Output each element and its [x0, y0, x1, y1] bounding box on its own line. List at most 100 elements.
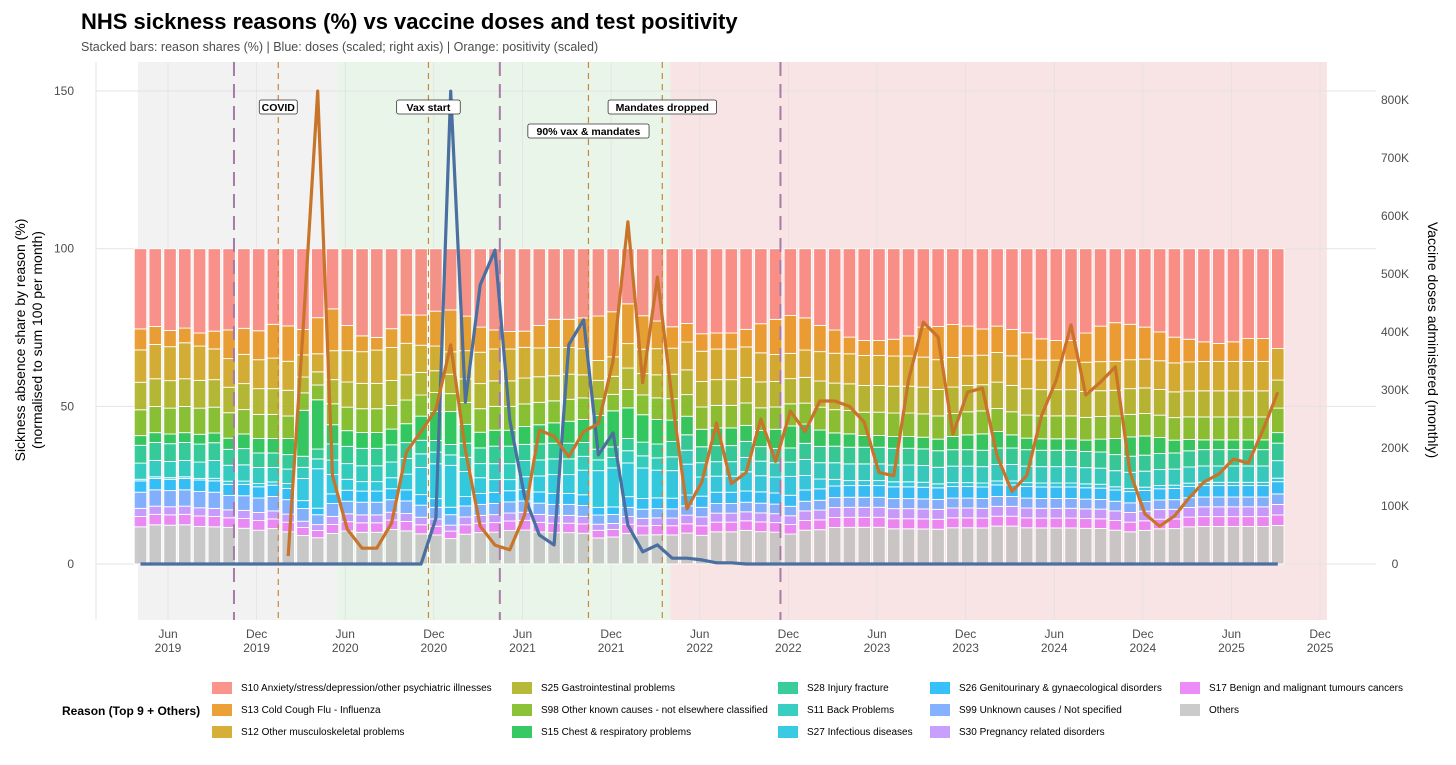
bar-segment-s98	[237, 409, 251, 435]
bar-segment-s28	[621, 438, 635, 452]
bar-segment-s10	[547, 248, 561, 320]
bar-segment-s10	[813, 248, 827, 326]
bar-segment-s15	[1034, 438, 1049, 451]
bar-segment-s15	[1197, 439, 1211, 451]
bar-segment-s99	[1271, 493, 1285, 505]
bar-segment-s10	[857, 248, 871, 341]
bar-segment-s13	[591, 315, 606, 361]
bar-segment-s15	[1271, 432, 1285, 444]
bar-segment-s28	[1138, 454, 1152, 472]
bar-segment-s99	[562, 503, 576, 516]
y-axis-title: (normalised to sum 100 per month)	[29, 231, 45, 449]
bar-segment-s12	[1271, 348, 1285, 381]
bar-segment-s98	[251, 413, 266, 439]
bar-segment-others	[990, 525, 1004, 565]
bar-segment-s99	[709, 503, 724, 514]
bar-segment-s12	[1123, 359, 1137, 390]
legend-swatch	[930, 726, 950, 738]
bar-segment-others	[1020, 527, 1034, 565]
event-label: 90% vax & mandates	[527, 123, 650, 139]
bar-segment-s99	[414, 504, 428, 518]
bar-segment-s28	[547, 442, 561, 460]
bar-segment-s28	[1034, 449, 1049, 468]
bar-segment-others	[916, 528, 931, 565]
bar-segment-s99	[1152, 499, 1167, 511]
bar-segment-others	[591, 537, 606, 565]
bar-segment-s11	[251, 467, 266, 485]
bar-segment-s15	[1167, 439, 1182, 454]
bar-segment-s10	[311, 248, 325, 319]
bar-segment-others	[1256, 525, 1270, 565]
y2-tick-label: 100K	[1381, 499, 1409, 513]
bar-segment-s13	[695, 333, 709, 352]
bar-segment-s13	[355, 335, 369, 353]
bar-segment-others	[1226, 525, 1241, 565]
bar-segment-s13	[1020, 332, 1034, 360]
series-lines	[140, 89, 1280, 566]
bar-segment-s25	[178, 378, 192, 407]
bar-segment-s25	[473, 383, 487, 410]
bar-segment-s17	[163, 514, 177, 526]
bar-segment-s12	[709, 348, 724, 381]
bar-segment-s10	[251, 248, 266, 332]
bar-segment-s25	[1005, 384, 1019, 413]
legend-label: S30 Pregnancy related disorders	[959, 727, 1105, 738]
bar-segment-s99	[1197, 496, 1211, 508]
bar-segment-s15	[133, 435, 148, 446]
bar-segment-s17	[946, 517, 960, 529]
bar-segment-s12	[414, 344, 428, 373]
bar-segment-s17	[1064, 517, 1078, 529]
bar-segment-s13	[517, 330, 532, 348]
bar-segment-s11	[960, 465, 975, 484]
bar-segment-s17	[960, 517, 975, 529]
bar-segment-s10	[842, 248, 857, 338]
bar-segment-s12	[783, 352, 798, 380]
bar-segment-others	[887, 528, 901, 565]
bar-segment-s13	[1197, 341, 1211, 362]
bar-segment-s26	[488, 491, 502, 504]
bar-segment-s99	[311, 514, 325, 526]
bar-segment-s28	[842, 446, 857, 465]
bar-segment-s30	[458, 516, 473, 526]
bar-segment-s17	[842, 516, 857, 528]
bar-segment-s10	[1256, 248, 1270, 340]
bar-segment-s30	[1256, 506, 1270, 518]
bar-segment-s11	[916, 465, 931, 483]
bar-segment-s15	[207, 432, 222, 444]
bar-segment-s13	[503, 331, 517, 350]
bar-segment-s13	[532, 325, 546, 349]
bar-segment-s26	[562, 492, 576, 505]
bar-segment-s99	[1005, 496, 1019, 507]
bar-segment-s17	[709, 521, 724, 533]
bar-segment-s27	[606, 467, 620, 508]
bar-segment-s25	[872, 385, 886, 413]
bar-segment-s17	[695, 525, 709, 536]
bar-segment-s11	[901, 464, 916, 483]
bar-segment-s98	[695, 406, 709, 430]
bar-segment-s25	[754, 381, 768, 409]
y2-tick-label: 600K	[1381, 209, 1409, 223]
legend-label: Others	[1209, 705, 1240, 716]
legend-label: S10 Anxiety/stress/depression/other psyc…	[241, 683, 492, 694]
bar-segment-s30	[1064, 507, 1078, 519]
bar-segment-s12	[148, 343, 162, 380]
bar-segment-s17	[414, 524, 428, 535]
bar-segment-s98	[1241, 416, 1255, 441]
bar-segment-s28	[163, 443, 177, 462]
bar-segment-s28	[1064, 449, 1078, 468]
legend-swatch	[930, 704, 950, 716]
bar-segment-s10	[178, 248, 192, 329]
legend-label: S13 Cold Cough Flu - Influenza	[241, 705, 381, 716]
bar-segment-s10	[872, 248, 886, 341]
bar-segment-s13	[207, 330, 222, 350]
bar-segment-s10	[325, 248, 340, 310]
x-tick-label: 2024	[1041, 641, 1068, 655]
bar-segment-s12	[532, 347, 546, 378]
bar-segment-s10	[1108, 248, 1123, 324]
bar-segment-s98	[163, 407, 177, 435]
bar-segment-s13	[621, 303, 635, 345]
bar-segment-s30	[355, 514, 369, 524]
bar-segment-s30	[178, 505, 192, 515]
bar-segment-s11	[680, 449, 694, 465]
bar-segment-s30	[414, 516, 428, 526]
